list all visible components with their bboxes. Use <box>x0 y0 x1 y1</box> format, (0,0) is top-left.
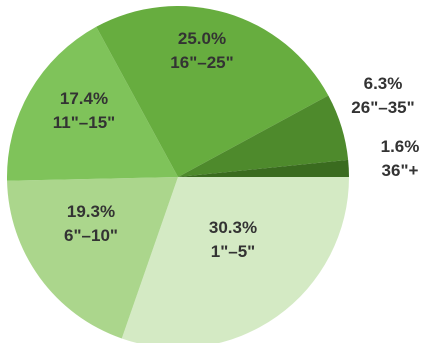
slice-percent-label: 17.4% <box>60 89 108 108</box>
slice-category-label: 36"+ <box>382 161 419 180</box>
slice-percent-label: 30.3% <box>209 218 257 237</box>
slice-percent-label: 25.0% <box>178 29 226 48</box>
pie-labels: 30.3% 1"–5" 19.3% 6"–10" 17.4% 11"–15" 25.0% 16… <box>53 29 420 261</box>
slice-category-label: 11"–15" <box>53 113 115 132</box>
slice-label-4: 6.3% 26"–35" <box>351 74 414 117</box>
pie-slice-1 <box>7 177 179 339</box>
pie-slice-4 <box>178 95 349 177</box>
slice-label-2: 17.4% 11"–15" <box>53 89 115 132</box>
pie-slice-2 <box>6 26 179 181</box>
slice-label-1: 19.3% 6"–10" <box>64 202 118 245</box>
slice-label-3: 25.0% 16"–25" <box>170 29 233 72</box>
slice-category-label: 16"–25" <box>170 53 233 72</box>
slice-percent-label: 6.3% <box>364 74 403 93</box>
pie-slice-0 <box>121 177 349 343</box>
slice-category-label: 1"–5" <box>211 242 255 261</box>
slice-label-0: 30.3% 1"–5" <box>209 218 257 261</box>
slice-category-label: 26"–35" <box>351 98 414 117</box>
pie-slice-3 <box>96 6 329 177</box>
pie-slice-5 <box>178 159 349 177</box>
slice-category-label: 6"–10" <box>64 226 118 245</box>
slice-percent-label: 19.3% <box>67 202 115 221</box>
slice-percent-label: 1.6% <box>381 137 420 156</box>
slice-label-5: 1.6% 36"+ <box>381 137 420 180</box>
pie-slices <box>6 6 349 343</box>
